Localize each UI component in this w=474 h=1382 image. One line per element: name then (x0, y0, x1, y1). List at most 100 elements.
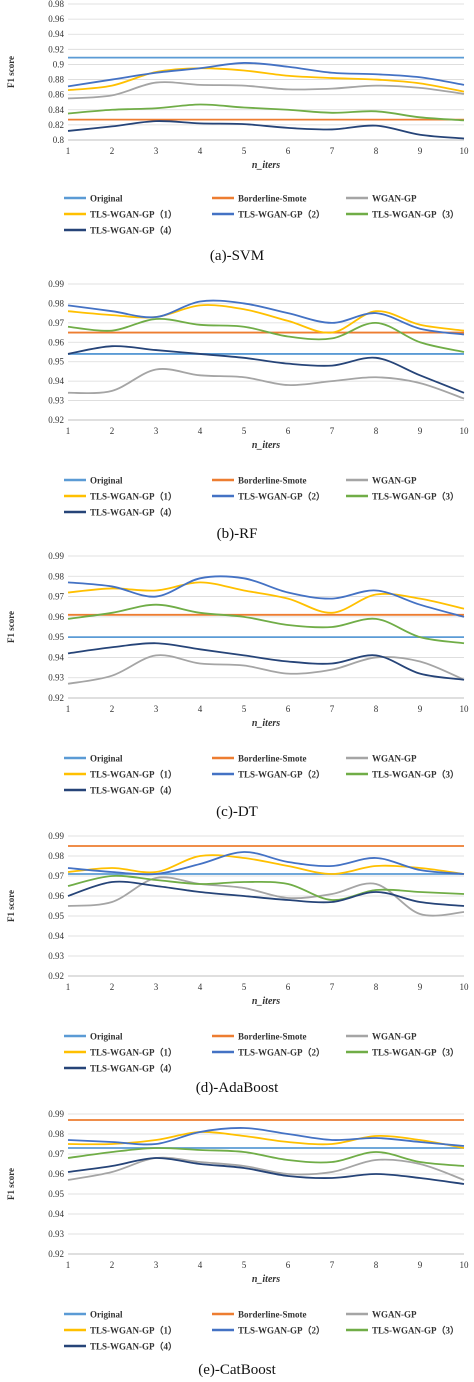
chart-caption: (b)-RF (217, 526, 258, 542)
x-tick-label: 6 (286, 146, 291, 156)
x-tick-label: 4 (198, 146, 203, 156)
chart-svg-dt: 0.92 0.93 0.94 0.95 0.96 0.97 0.98 0.99 1 2 3 4 5 6 7 8… (6, 551, 470, 820)
series-line-tls1 (67, 1131, 465, 1149)
chart-panel-catboost: 0.92 0.93 0.94 0.95 0.96 0.97 0.98 0.99 1 2 3 4 5 6 7 8… (0, 1102, 474, 1382)
y-tick-label: 0.92 (48, 415, 64, 425)
y-tick-label: 0.97 (48, 1149, 64, 1159)
series-line-tls2 (67, 62, 465, 88)
legend-label-tls3: TLS-WGAN-GP（3） (372, 492, 459, 502)
y-tick-label: 0.92 (48, 1249, 64, 1259)
legend-label-tls2: TLS-WGAN-GP（2） (238, 1326, 325, 1336)
y-tick-label: 0.96 (48, 14, 64, 24)
y-tick-label: 0.94 (48, 1209, 64, 1219)
y-tick-label: 0.92 (48, 971, 64, 981)
legend-label-original: Original (90, 1032, 123, 1042)
series-line-tls1 (67, 854, 465, 875)
y-tick-label: 0.9 (53, 59, 65, 69)
x-tick-label: 5 (242, 426, 247, 436)
legend-label-wgan: WGAN-GP (372, 476, 417, 486)
series-line-tls3 (67, 317, 465, 353)
y-tick-label: 0.99 (48, 1109, 64, 1119)
legend-label-tls3: TLS-WGAN-GP（3） (372, 770, 459, 780)
x-tick-label: 6 (286, 704, 291, 714)
x-tick-label: 5 (242, 1260, 247, 1270)
x-tick-label: 10 (460, 146, 470, 156)
y-tick-label: 0.93 (48, 673, 64, 683)
x-tick-label: 4 (198, 704, 203, 714)
series-line-tls2 (67, 575, 465, 618)
x-tick-label: 2 (110, 146, 115, 156)
chart-caption: (a)-SVM (210, 248, 264, 264)
legend-label-borderline: Borderline-Smote (238, 194, 306, 204)
legend-label-tls1: TLS-WGAN-GP（1） (90, 1326, 177, 1336)
chart-caption: (d)-AdaBoost (196, 1080, 279, 1096)
x-tick-label: 8 (374, 982, 379, 992)
x-tick-label: 6 (286, 426, 291, 436)
series-line-wgan (67, 654, 465, 685)
x-tick-label: 3 (154, 704, 159, 714)
x-tick-label: 8 (374, 146, 379, 156)
x-tick-label: 1 (66, 704, 71, 714)
x-tick-label: 2 (110, 704, 115, 714)
y-tick-label: 0.94 (48, 29, 64, 39)
x-tick-label: 10 (460, 1260, 470, 1270)
chart-caption: (c)-DT (216, 804, 258, 820)
series-line-tls4 (67, 345, 465, 394)
legend-label-original: Original (90, 194, 123, 204)
y-tick-label: 0.99 (48, 551, 64, 561)
legend-label-original: Original (90, 1310, 123, 1320)
y-tick-label: 0.96 (48, 337, 64, 347)
x-tick-label: 1 (66, 426, 71, 436)
x-tick-label: 2 (110, 426, 115, 436)
legend-label-tls4: TLS-WGAN-GP（4） (90, 1342, 177, 1352)
y-axis-title: F1 score (6, 1168, 16, 1200)
y-axis-title: F1 score (6, 611, 16, 643)
y-tick-label: 0.84 (48, 105, 64, 115)
x-tick-label: 9 (418, 426, 423, 436)
legend-label-tls1: TLS-WGAN-GP（1） (90, 770, 177, 780)
legend-label-tls1: TLS-WGAN-GP（1） (90, 210, 177, 220)
legend-label-tls2: TLS-WGAN-GP（2） (238, 210, 325, 220)
series-line-tls3 (67, 874, 465, 901)
x-tick-label: 4 (198, 982, 203, 992)
x-tick-label: 8 (374, 704, 379, 714)
y-tick-label: 0.8 (53, 135, 65, 145)
legend-label-borderline: Borderline-Smote (238, 1032, 306, 1042)
chart-svg-adaboost: 0.92 0.93 0.94 0.95 0.96 0.97 0.98 0.99 1 2 3 4 5 6 7 8… (6, 831, 469, 1096)
x-tick-label: 3 (154, 426, 159, 436)
series-line-tls4 (67, 1157, 465, 1185)
y-tick-label: 0.98 (48, 851, 64, 861)
x-tick-label: 10 (460, 426, 470, 436)
legend-label-tls2: TLS-WGAN-GP（2） (238, 492, 325, 502)
y-tick-label: 0.94 (48, 652, 64, 662)
x-tick-label: 6 (286, 1260, 291, 1270)
x-tick-label: 4 (198, 426, 203, 436)
x-tick-label: 10 (460, 704, 470, 714)
legend-label-wgan: WGAN-GP (372, 194, 417, 204)
y-tick-label: 0.98 (48, 298, 64, 308)
x-tick-label: 3 (154, 146, 159, 156)
x-tick-label: 1 (66, 1260, 71, 1270)
y-tick-label: 0.94 (48, 931, 64, 941)
legend-label-original: Original (90, 754, 123, 764)
x-tick-label: 9 (418, 704, 423, 714)
series-line-wgan (67, 1156, 465, 1181)
x-tick-label: 3 (154, 982, 159, 992)
x-tick-label: 3 (154, 1260, 159, 1270)
x-axis-title: n_iters (252, 440, 280, 451)
y-tick-label: 0.93 (48, 951, 64, 961)
y-tick-label: 0.98 (48, 571, 64, 581)
y-tick-label: 0.99 (48, 279, 64, 289)
y-tick-label: 0.92 (48, 693, 64, 703)
series-line-tls4 (67, 880, 465, 907)
legend-label-tls4: TLS-WGAN-GP（4） (90, 1064, 177, 1074)
legend-label-tls4: TLS-WGAN-GP（4） (90, 786, 177, 796)
series-line-tls4 (67, 120, 465, 140)
x-tick-label: 2 (110, 982, 115, 992)
legend-label-tls4: TLS-WGAN-GP（4） (90, 226, 177, 236)
legend-label-wgan: WGAN-GP (372, 754, 417, 764)
x-tick-label: 7 (330, 426, 335, 436)
chart-svg-svm: 0.8 0.82 0.84 0.86 0.88 0.9 0.92 0.94 0.96 0.98 1 2… (6, 0, 470, 264)
series-line-tls2 (67, 1127, 465, 1147)
x-tick-label: 5 (242, 704, 247, 714)
